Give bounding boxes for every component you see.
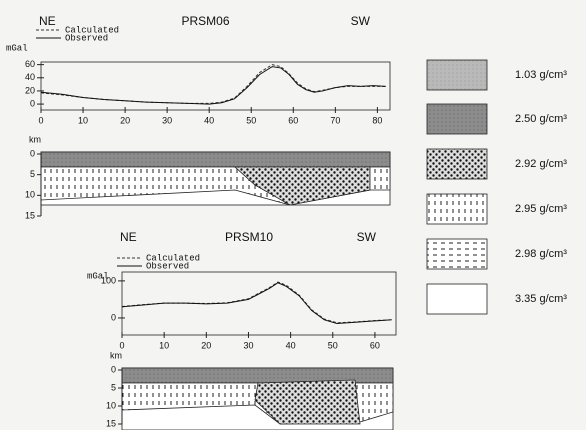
x-tick-label: 40 <box>204 115 214 125</box>
legend-label: 2.50 g/cm³ <box>515 113 567 125</box>
y-label: mGal <box>87 271 109 281</box>
y-tick-label: 100 <box>101 275 116 285</box>
legend-swatch <box>426 103 488 135</box>
depth-tick-label: 0 <box>111 364 116 374</box>
x-tick-label: 30 <box>162 115 172 125</box>
series-line <box>40 64 386 104</box>
legend-label: 2.95 g/cm³ <box>515 203 567 215</box>
legend-label: Observed <box>146 261 189 271</box>
right-label: SW <box>357 230 377 244</box>
x-tick-label: 70 <box>330 115 340 125</box>
x-tick-label: 0 <box>119 340 124 350</box>
x-tick-label: 20 <box>120 115 130 125</box>
series-line <box>40 66 386 105</box>
x-tick-label: 10 <box>159 340 169 350</box>
y-tick-label: 40 <box>25 72 35 82</box>
plot-frame <box>40 61 391 111</box>
depth-tick-label: 10 <box>106 400 116 410</box>
x-tick-label: 50 <box>246 115 256 125</box>
plot-frame <box>121 271 397 336</box>
legend-swatch <box>426 283 488 315</box>
x-tick-label: 30 <box>243 340 253 350</box>
depth-label: km <box>29 134 41 144</box>
legend-label: Calculated <box>146 253 200 263</box>
depth-tick-label: 15 <box>25 210 35 220</box>
cross-section <box>121 367 394 430</box>
legend: 1.03 g/cm³ 2.50 g/cm³ 2.92 g/cm³ 2.95 g/cm³… <box>426 59 567 315</box>
legend-swatch <box>426 148 488 180</box>
y-tick-label: 60 <box>25 59 35 69</box>
right-label: SW <box>351 14 371 28</box>
x-tick-label: 40 <box>286 340 296 350</box>
x-tick-label: 60 <box>370 340 380 350</box>
legend-label: Calculated <box>65 25 119 35</box>
legend-swatch <box>426 59 488 91</box>
depth-tick-label: 15 <box>106 418 116 428</box>
legend-label: 2.92 g/cm³ <box>515 158 567 170</box>
x-tick-label: 60 <box>288 115 298 125</box>
legend-label: 1.03 g/cm³ <box>515 69 567 81</box>
cross-section <box>40 151 391 206</box>
y-tick-label: 0 <box>30 98 35 108</box>
depth-tick-label: 5 <box>30 169 35 179</box>
depth-tick-label: 0 <box>30 148 35 158</box>
y-tick-label: 20 <box>25 85 35 95</box>
x-tick-label: 20 <box>201 340 211 350</box>
legend-swatch <box>426 193 488 225</box>
legend-swatch <box>426 238 488 270</box>
y-label: mGal <box>6 43 28 53</box>
series-line <box>121 282 392 325</box>
chart-title: PRSM10 <box>225 230 273 244</box>
left-label: NE <box>120 230 137 244</box>
legend-label: Observed <box>65 33 108 43</box>
x-tick-label: 10 <box>78 115 88 125</box>
depth-tick-label: 10 <box>25 190 35 200</box>
x-tick-label: 80 <box>372 115 382 125</box>
chart-title: PRSM06 <box>181 14 229 28</box>
legend-label: 2.98 g/cm³ <box>515 248 567 260</box>
legend-label: 3.35 g/cm³ <box>515 293 567 305</box>
depth-label: km <box>110 350 122 360</box>
x-tick-label: 0 <box>38 115 43 125</box>
series-line <box>121 281 392 324</box>
x-tick-label: 50 <box>328 340 338 350</box>
left-label: NE <box>39 14 56 28</box>
y-tick-label: 0 <box>111 312 116 322</box>
depth-tick-label: 5 <box>111 382 116 392</box>
